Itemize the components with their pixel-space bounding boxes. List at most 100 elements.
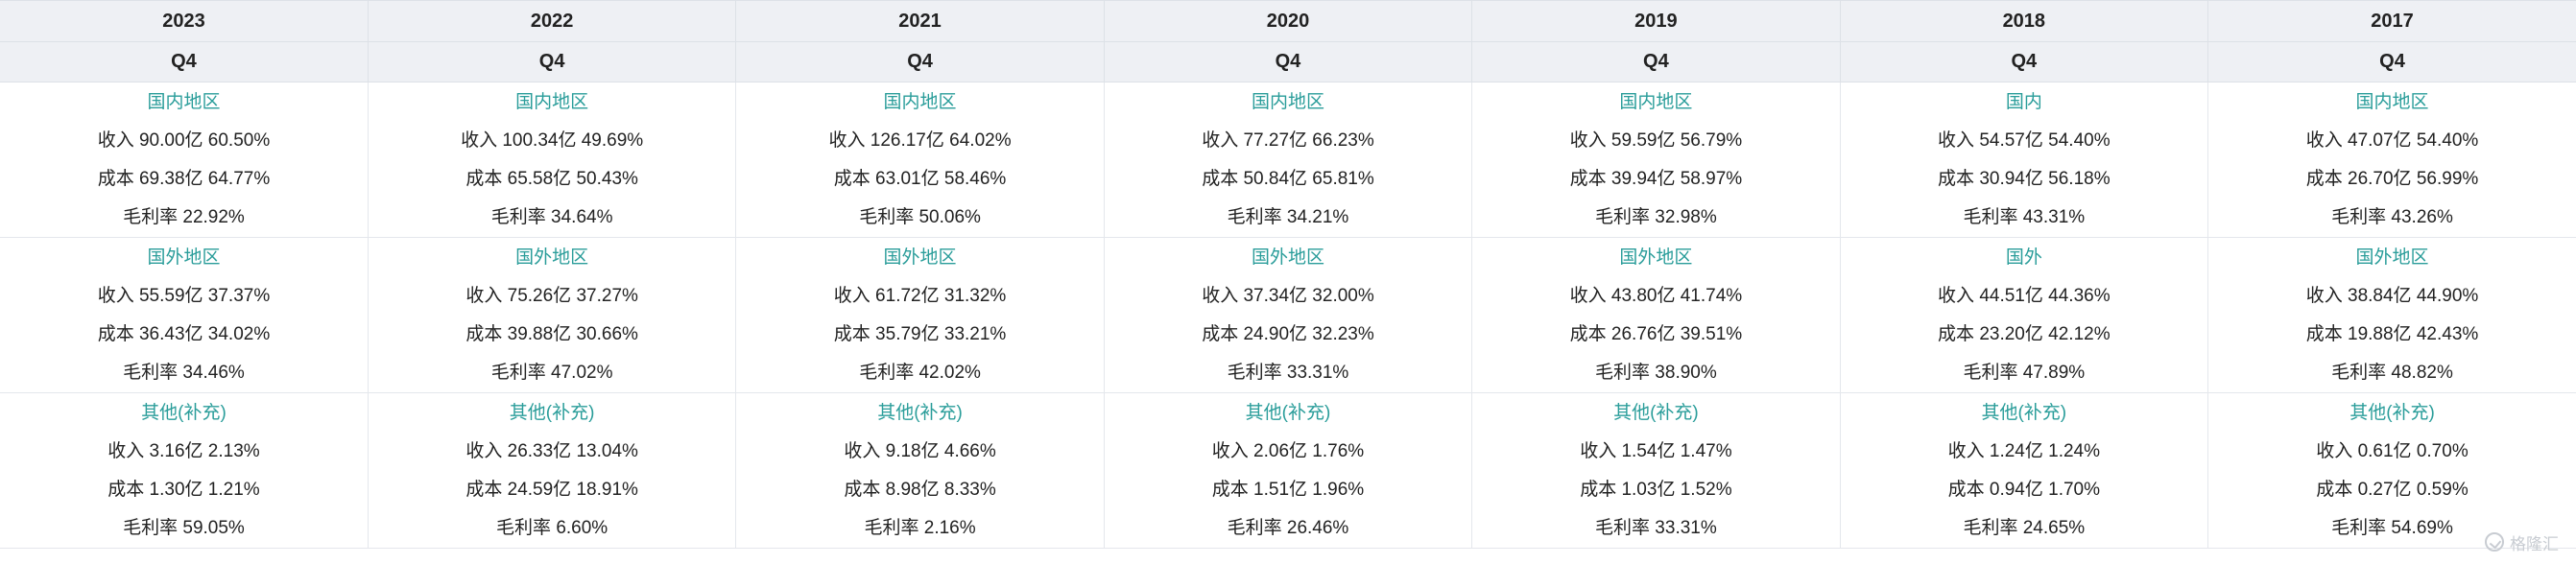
gross-margin-value: 毛利率 38.90% — [1595, 363, 1717, 383]
revenue-value: 收入 90.00亿 60.50% — [97, 130, 271, 151]
region-name: 国外地区 — [1251, 247, 1324, 268]
quarter-header: Q4 — [735, 41, 1105, 82]
year-header-row: 2023 2022 2021 2020 2019 2018 2017 — [0, 0, 2576, 42]
gross-margin-value: 毛利率 42.02% — [859, 363, 981, 383]
region-name: 国内地区 — [883, 92, 957, 112]
revenue-value: 收入 77.27亿 66.23% — [1202, 130, 1374, 151]
region-cell: 国外地区 收入 61.72亿 31.32% 成本 35.79亿 33.21% 毛… — [735, 237, 1105, 393]
year-header[interactable]: 2019 — [1471, 0, 1841, 42]
watermark: 格隆汇 — [2485, 529, 2559, 554]
region-cell: 国外地区 收入 38.84亿 44.90% 成本 19.88亿 42.43% 毛… — [2207, 237, 2576, 393]
region-name: 国内地区 — [147, 92, 221, 112]
quarter-header: Q4 — [1840, 41, 2209, 82]
region-name: 国内 — [2005, 92, 2042, 112]
region-row-overseas: 国外地区 收入 55.59亿 37.37% 成本 36.43亿 34.02% 毛… — [0, 237, 2576, 393]
cost-value: 成本 1.30亿 1.21% — [107, 480, 260, 500]
gross-margin-value: 毛利率 34.46% — [123, 363, 245, 383]
year-header[interactable]: 2023 — [0, 0, 369, 42]
cost-value: 成本 1.51亿 1.96% — [1211, 480, 1365, 500]
revenue-value: 收入 75.26亿 37.27% — [465, 286, 638, 306]
quarter-header-row: Q4 Q4 Q4 Q4 Q4 Q4 Q4 — [0, 41, 2576, 82]
gross-margin-value: 毛利率 26.46% — [1227, 518, 1349, 538]
region-name: 国内地区 — [2355, 92, 2429, 112]
region-cell: 国内地区 收入 126.17亿 64.02% 成本 63.01亿 58.46% … — [735, 82, 1105, 238]
year-header[interactable]: 2022 — [368, 0, 737, 42]
region-row-other: 其他(补充) 收入 3.16亿 2.13% 成本 1.30亿 1.21% 毛利率… — [0, 392, 2576, 549]
revenue-value: 收入 2.06亿 1.76% — [1211, 441, 1365, 461]
gross-margin-value: 毛利率 47.02% — [490, 363, 613, 383]
region-cell: 国内地区 收入 100.34亿 49.69% 成本 65.58亿 50.43% … — [368, 82, 737, 238]
quarter-header: Q4 — [1471, 41, 1841, 82]
revenue-value: 收入 37.34亿 32.00% — [1202, 286, 1374, 306]
quarter-header: Q4 — [1104, 41, 1473, 82]
region-cell: 其他(补充) 收入 26.33亿 13.04% 成本 24.59亿 18.91%… — [368, 392, 737, 549]
region-cell: 国内地区 收入 90.00亿 60.50% 成本 69.38亿 64.77% 毛… — [0, 82, 369, 238]
gross-margin-value: 毛利率 47.89% — [1963, 363, 2086, 383]
region-cell: 其他(补充) 收入 1.24亿 1.24% 成本 0.94亿 1.70% 毛利率… — [1840, 392, 2209, 549]
region-name: 其他(补充) — [1981, 403, 2067, 423]
cost-value: 成本 19.88亿 42.43% — [2305, 324, 2479, 344]
quarter-header: Q4 — [2207, 41, 2576, 82]
region-cell: 国内 收入 54.57亿 54.40% 成本 30.94亿 56.18% 毛利率… — [1840, 82, 2209, 238]
watermark-text: 格隆汇 — [2510, 534, 2559, 553]
region-cell: 国内地区 收入 59.59亿 56.79% 成本 39.94亿 58.97% 毛… — [1471, 82, 1841, 238]
cost-value: 成本 26.76亿 39.51% — [1569, 324, 1743, 344]
revenue-value: 收入 100.34亿 49.69% — [461, 130, 644, 151]
region-cell: 国内地区 收入 77.27亿 66.23% 成本 50.84亿 65.81% 毛… — [1104, 82, 1473, 238]
year-header[interactable]: 2017 — [2207, 0, 2576, 42]
region-name: 国外地区 — [883, 247, 957, 268]
region-cell: 国外地区 收入 37.34亿 32.00% 成本 24.90亿 32.23% 毛… — [1104, 237, 1473, 393]
region-cell: 其他(补充) 收入 1.54亿 1.47% 成本 1.03亿 1.52% 毛利率… — [1471, 392, 1841, 549]
revenue-value: 收入 26.33亿 13.04% — [465, 441, 638, 461]
revenue-value: 收入 47.07亿 54.40% — [2305, 130, 2479, 151]
gross-margin-value: 毛利率 22.92% — [123, 207, 245, 227]
cost-value: 成本 39.88亿 30.66% — [465, 324, 638, 344]
revenue-value: 收入 44.51亿 44.36% — [1938, 286, 2111, 306]
gelonghui-logo-icon — [2485, 532, 2504, 552]
cost-value: 成本 30.94亿 56.18% — [1938, 169, 2111, 189]
cost-value: 成本 63.01亿 58.46% — [833, 169, 1007, 189]
cost-value: 成本 26.70亿 56.99% — [2305, 169, 2479, 189]
gross-margin-value: 毛利率 43.26% — [2331, 207, 2453, 227]
region-cell: 国外地区 收入 55.59亿 37.37% 成本 36.43亿 34.02% 毛… — [0, 237, 369, 393]
gross-margin-value: 毛利率 24.65% — [1963, 518, 2086, 538]
region-name: 国外地区 — [147, 247, 221, 268]
gross-margin-value: 毛利率 43.31% — [1963, 207, 2086, 227]
quarter-header: Q4 — [0, 41, 369, 82]
cost-value: 成本 39.94亿 58.97% — [1569, 169, 1743, 189]
revenue-value: 收入 54.57亿 54.40% — [1938, 130, 2111, 151]
cost-value: 成本 23.20亿 42.12% — [1938, 324, 2111, 344]
revenue-value: 收入 61.72亿 31.32% — [833, 286, 1007, 306]
region-name: 国内地区 — [1251, 92, 1324, 112]
revenue-breakdown-table: 2023 2022 2021 2020 2019 2018 2017 Q4 Q4… — [0, 0, 2576, 549]
region-name: 其他(补充) — [509, 403, 595, 423]
region-name: 其他(补充) — [1613, 403, 1699, 423]
revenue-value: 收入 3.16亿 2.13% — [107, 441, 260, 461]
region-name: 国内地区 — [515, 92, 589, 112]
revenue-value: 收入 126.17亿 64.02% — [828, 130, 1012, 151]
region-name: 其他(补充) — [1245, 403, 1331, 423]
gross-margin-value: 毛利率 54.69% — [2331, 518, 2453, 538]
region-cell: 其他(补充) 收入 0.61亿 0.70% 成本 0.27亿 0.59% 毛利率… — [2207, 392, 2576, 549]
region-cell: 国内地区 收入 47.07亿 54.40% 成本 26.70亿 56.99% 毛… — [2207, 82, 2576, 238]
revenue-value: 收入 59.59亿 56.79% — [1569, 130, 1743, 151]
year-header[interactable]: 2020 — [1104, 0, 1473, 42]
gross-margin-value: 毛利率 48.82% — [2331, 363, 2453, 383]
region-name: 国外地区 — [2355, 247, 2429, 268]
revenue-value: 收入 1.24亿 1.24% — [1947, 441, 2101, 461]
gross-margin-value: 毛利率 34.21% — [1227, 207, 1349, 227]
cost-value: 成本 36.43亿 34.02% — [97, 324, 271, 344]
revenue-value: 收入 0.61亿 0.70% — [2316, 441, 2469, 461]
cost-value: 成本 1.03亿 1.52% — [1580, 480, 1732, 500]
quarter-header: Q4 — [368, 41, 737, 82]
cost-value: 成本 35.79亿 33.21% — [833, 324, 1007, 344]
year-header[interactable]: 2021 — [735, 0, 1105, 42]
gross-margin-value: 毛利率 34.64% — [490, 207, 613, 227]
year-header[interactable]: 2018 — [1840, 0, 2209, 42]
region-name: 国外地区 — [1619, 247, 1693, 268]
region-cell: 国外地区 收入 75.26亿 37.27% 成本 39.88亿 30.66% 毛… — [368, 237, 737, 393]
gross-margin-value: 毛利率 33.31% — [1227, 363, 1349, 383]
gross-margin-value: 毛利率 6.60% — [496, 518, 608, 538]
revenue-value: 收入 55.59亿 37.37% — [97, 286, 271, 306]
